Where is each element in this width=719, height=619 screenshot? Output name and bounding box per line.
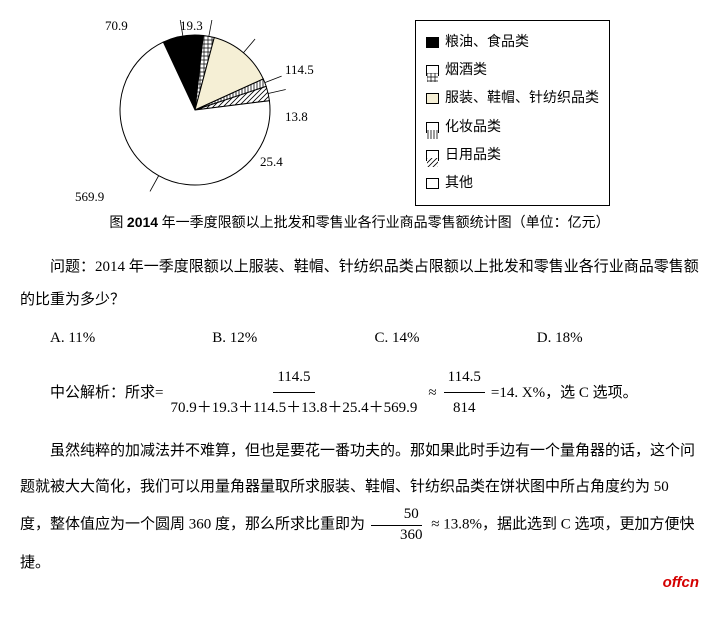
legend-swatch [426,93,439,104]
legend-swatch [426,122,439,133]
legend-label: 化妆品类 [445,115,501,140]
legend-swatch [426,65,439,76]
chart-area: 70.919.3114.513.825.4569.9 粮油、食品类烟酒类服装、鞋… [20,10,699,200]
pie-value-label: 13.8 [285,105,308,128]
options: A. 11% B. 12% C. 14% D. 18% [50,325,699,352]
legend-swatch [426,150,439,161]
legend-item: 化妆品类 [426,115,599,140]
legend: 粮油、食品类烟酒类服装、鞋帽、针纺织品类化妆品类日用品类其他 [415,20,610,206]
question-text: 问题：2014 年一季度限额以上服装、鞋帽、针纺织品类占限额以上批发和零售业各行… [20,251,699,317]
pie-value-label: 19.3 [180,14,203,37]
legend-item: 粮油、食品类 [426,30,599,55]
legend-swatch [426,178,439,189]
option-d: D. 18% [537,325,699,352]
legend-label: 服装、鞋帽、针纺织品类 [445,86,599,111]
legend-swatch [426,37,439,48]
legend-item: 服装、鞋帽、针纺织品类 [426,86,599,111]
solution-formula: 中公解析：所求= 114.5 70.9＋19.3＋114.5＋13.8＋25.4… [50,362,699,423]
legend-label: 其他 [445,171,473,196]
pie-value-label: 25.4 [260,150,283,173]
legend-item: 烟酒类 [426,58,599,83]
option-b: B. 12% [212,325,374,352]
pie-value-label: 70.9 [105,14,128,37]
pie-chart: 70.919.3114.513.825.4569.9 [100,20,330,215]
pie-value-label: 114.5 [285,58,314,81]
option-a: A. 11% [50,325,212,352]
legend-label: 烟酒类 [445,58,487,83]
legend-label: 粮油、食品类 [445,30,529,55]
legend-label: 日用品类 [445,143,501,168]
legend-item: 日用品类 [426,143,599,168]
watermark: offcn [663,569,699,596]
option-c: C. 14% [375,325,537,352]
pie-value-label: 569.9 [75,185,104,208]
explanation: 虽然纯粹的加减法并不难算，但也是要花一番功夫的。那如果此时手边有一个量角器的话，… [20,433,699,581]
legend-item: 其他 [426,171,599,196]
